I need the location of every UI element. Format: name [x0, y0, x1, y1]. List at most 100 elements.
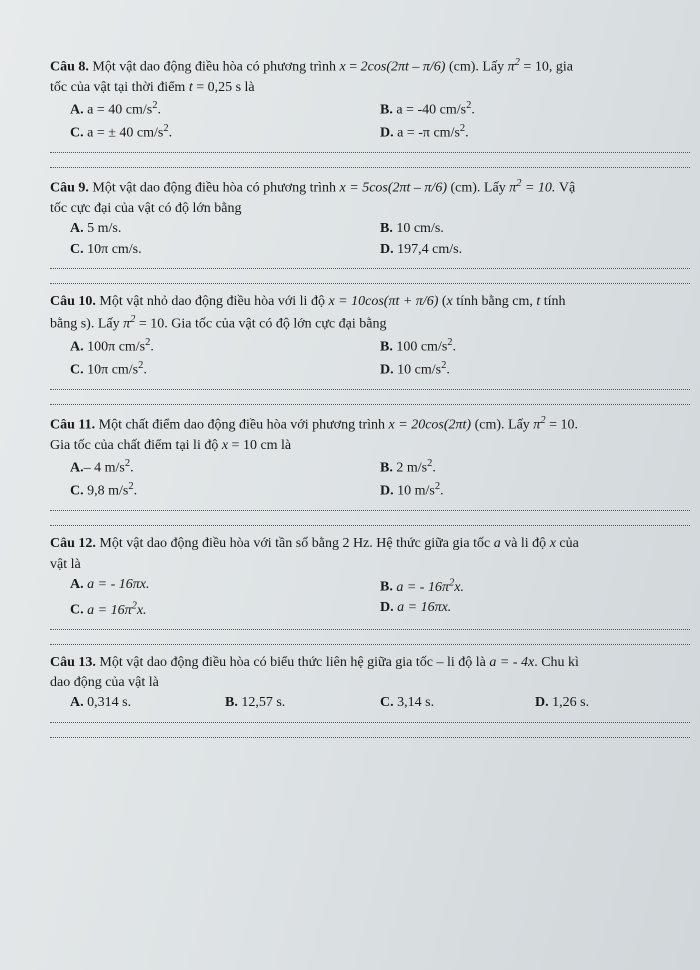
question-10-text: Câu 10. Một vật nhỏ dao động điều hòa vớ… [50, 292, 690, 312]
q8-opt-a: A. a = 40 cm/s2. [70, 98, 380, 121]
q13-opt-a: A. 0,314 s. [70, 693, 225, 713]
q13-eq1: a = - 4x [489, 655, 534, 670]
q8-body1: Một vật dao động điều hòa có phương trìn… [92, 60, 339, 75]
q9-opt-b: B. 10 cm/s. [380, 219, 690, 239]
q10-options: A. 100π cm/s2. B. 100 cm/s2. C. 10π cm/s… [70, 335, 690, 381]
exam-page: Câu 8. Một vật dao động điều hòa có phươ… [0, 0, 700, 970]
q8-pi: π [508, 60, 515, 75]
q12-opt-a: A. a = - 16πx. [70, 575, 380, 598]
q9-opt-a: A. 5 m/s. [70, 219, 380, 239]
q11-body3: Gia tốc của chất điểm tại li độ [50, 438, 222, 453]
question-9-text2: tốc cực đại của vật có độ lớn bằng [50, 199, 690, 219]
q8-eq2-rhs: = 10, gia [520, 60, 573, 75]
q12-body1: Một vật dao động điều hòa với tần số bằn… [96, 536, 494, 551]
q12-body2: và li độ [501, 536, 550, 551]
q11-eq2: = 10. [546, 418, 578, 433]
q9-body3: Vậ [555, 181, 575, 196]
q8-eq-rhs: 2cos(2πt – π/6) [361, 60, 446, 75]
question-13: Câu 13. Một vật dao động điều hòa có biể… [50, 653, 690, 714]
q12-options: A. a = - 16πx. B. a = - 16π2x. C. a = 16… [70, 575, 690, 621]
q13-opt-c: C. 3,14 s. [380, 693, 535, 713]
q11-options: A.– 4 m/s2. B. 2 m/s2. C. 9,8 m/s2. D. 1… [70, 456, 690, 502]
dotted-line [50, 629, 690, 630]
question-12-text2: vật là [50, 555, 690, 575]
q12-opt-d: D. a = 16πx. [380, 598, 690, 621]
dotted-line [50, 737, 690, 738]
q13-body1: Một vật dao động điều hòa có biểu thức l… [96, 655, 489, 670]
q10-body5: bằng s). Lấy [50, 317, 123, 332]
question-11-text2: Gia tốc của chất điểm tại li độ x = 10 c… [50, 436, 690, 456]
question-10: Câu 10. Một vật nhỏ dao động điều hòa vớ… [50, 292, 690, 381]
question-13-text2: dao động của vật là [50, 673, 690, 693]
q9-opt-c: C. 10π cm/s. [70, 240, 380, 260]
q11-opt-b: B. 2 m/s2. [380, 456, 690, 479]
q9-label: Câu 9. [50, 181, 89, 196]
q13-label: Câu 13. [50, 655, 96, 670]
dotted-line [50, 152, 690, 153]
question-9-text: Câu 9. Một vật dao động điều hòa có phươ… [50, 176, 690, 199]
dotted-line [50, 389, 690, 390]
dotted-line [50, 722, 690, 723]
q9-opt-d: D. 197,4 cm/s. [380, 240, 690, 260]
q8-body3: tốc của vật tại thời điểm [50, 80, 189, 95]
question-12-text: Câu 12. Một vật dao động điều hòa với tầ… [50, 534, 690, 554]
q11-opt-c: C. 9,8 m/s2. [70, 479, 380, 502]
dotted-line [50, 510, 690, 511]
dotted-line [50, 644, 690, 645]
question-8-text2: tốc của vật tại thời điểm t = 0,25 s là [50, 78, 690, 98]
q10-body2: ( [438, 294, 446, 309]
question-11-text: Câu 11. Một chất điểm dao động điều hòa … [50, 413, 690, 436]
q11-body1: Một chất điểm dao động điều hòa với phươ… [95, 418, 388, 433]
q8-body2: (cm). Lấy [445, 60, 507, 75]
q12-opt-b: B. a = - 16π2x. [380, 575, 690, 598]
q10-opt-b: B. 100 cm/s2. [380, 335, 690, 358]
q8-eq3-rhs: = 0,25 s là [193, 80, 255, 95]
q12-body3: của [556, 536, 579, 551]
q11-body2: (cm). Lấy [471, 418, 533, 433]
q8-label: Câu 8. [50, 60, 89, 75]
q8-opt-c: C. a = ± 40 cm/s2. [70, 121, 380, 144]
q11-eq1: x = 20cos(2πt) [389, 418, 472, 433]
q8-eq-lhs: x [340, 60, 346, 75]
question-10-text2: bằng s). Lấy π2 = 10. Gia tốc của vật có… [50, 312, 690, 335]
q9-body2: (cm). Lấy [447, 181, 509, 196]
q10-body1: Một vật nhỏ dao động điều hòa với li độ [96, 294, 329, 309]
q10-eq1: x = 10cos(πt + π/6) [328, 294, 438, 309]
q8-options: A. a = 40 cm/s2. B. a = -40 cm/s2. C. a … [70, 98, 690, 144]
q12-label: Câu 12. [50, 536, 96, 551]
q13-options: A. 0,314 s. B. 12,57 s. C. 3,14 s. D. 1,… [70, 693, 690, 713]
q10-opt-a: A. 100π cm/s2. [70, 335, 380, 358]
q12-vara: a [494, 536, 501, 551]
q9-eq1: x = 5cos(2πt – π/6) [340, 181, 447, 196]
q11-label: Câu 11. [50, 418, 95, 433]
q11-opt-a: A.– 4 m/s2. [70, 456, 380, 479]
q8-opt-b: B. a = -40 cm/s2. [380, 98, 690, 121]
dotted-line [50, 404, 690, 405]
q9-body1: Một vật dao động điều hòa có phương trìn… [89, 181, 340, 196]
q11-eq3-rhs: = 10 cm là [228, 438, 291, 453]
q9-eq2: = 10. [521, 181, 555, 196]
question-13-text: Câu 13. Một vật dao động điều hòa có biể… [50, 653, 690, 673]
dotted-line [50, 268, 690, 269]
dotted-line [50, 167, 690, 168]
q13-body2: . Chu kì [534, 655, 579, 670]
q12-opt-c: C. a = 16π2x. [70, 598, 380, 621]
dotted-line [50, 283, 690, 284]
dotted-line [50, 525, 690, 526]
q10-body4: tính [540, 294, 565, 309]
q11-opt-d: D. 10 m/s2. [380, 479, 690, 502]
question-11: Câu 11. Một chất điểm dao động điều hòa … [50, 413, 690, 502]
q9-options: A. 5 m/s. B. 10 cm/s. C. 10π cm/s. D. 19… [70, 219, 690, 260]
q10-body3: tính bằng cm, [453, 294, 537, 309]
question-12: Câu 12. Một vật dao động điều hòa với tầ… [50, 534, 690, 621]
q10-label: Câu 10. [50, 294, 96, 309]
q8-opt-d: D. a = -π cm/s2. [380, 121, 690, 144]
q13-opt-b: B. 12,57 s. [225, 693, 380, 713]
question-8-text: Câu 8. Một vật dao động điều hòa có phươ… [50, 55, 690, 78]
question-9: Câu 9. Một vật dao động điều hòa có phươ… [50, 176, 690, 260]
question-8: Câu 8. Một vật dao động điều hòa có phươ… [50, 55, 690, 144]
q10-opt-d: D. 10 cm/s2. [380, 358, 690, 381]
q13-opt-d: D. 1,26 s. [535, 693, 690, 713]
q10-opt-c: C. 10π cm/s2. [70, 358, 380, 381]
q10-eq2: = 10. Gia tốc của vật có độ lớn cực đại … [135, 317, 386, 332]
